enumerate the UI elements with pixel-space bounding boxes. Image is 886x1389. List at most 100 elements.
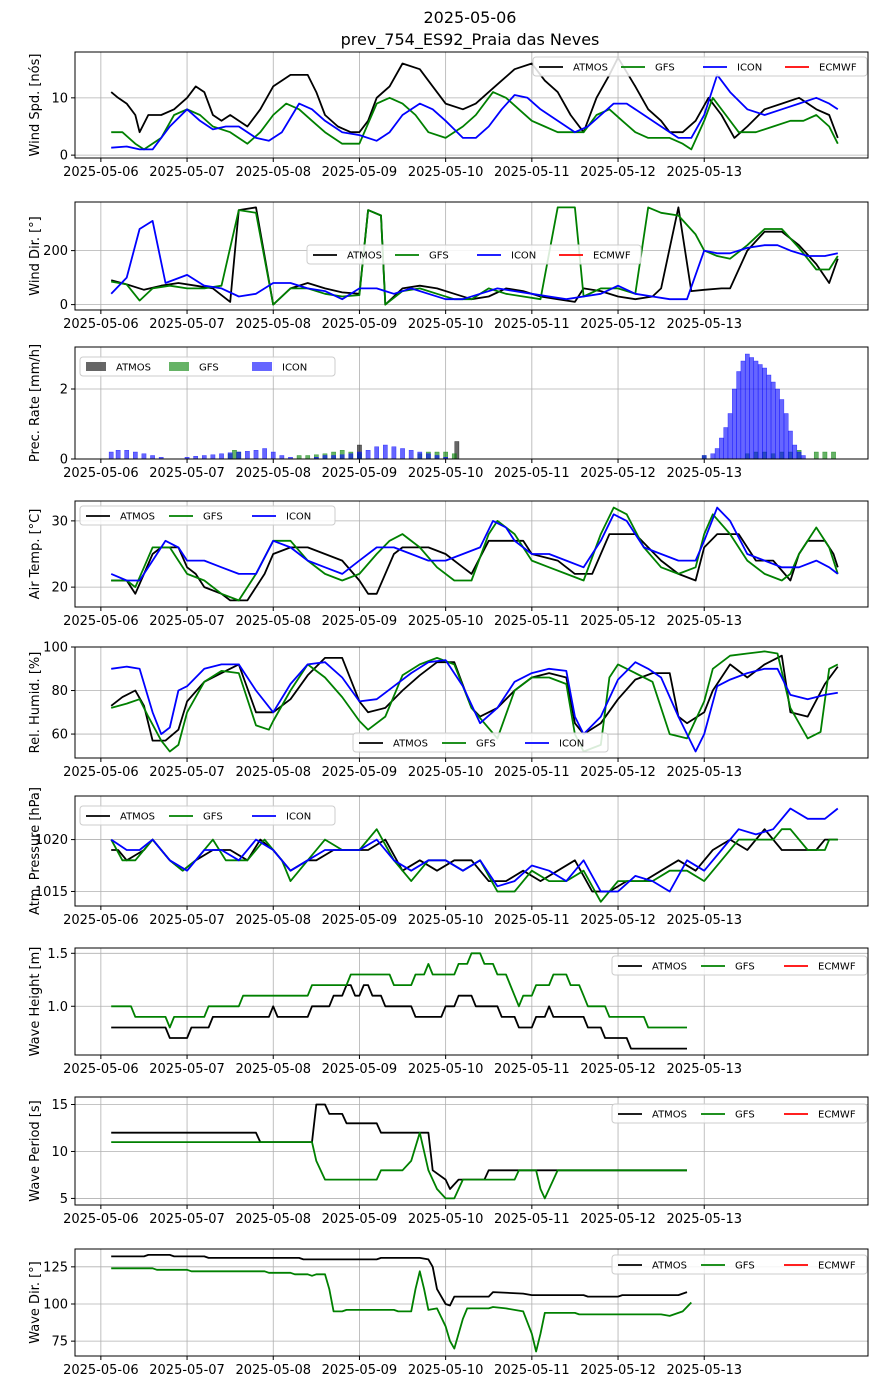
bar-icon [766,374,772,460]
legend-label-gfs: GFS [203,812,223,823]
x-tick-label: 2025-05-10 [408,913,484,928]
bar-icon [374,446,379,460]
panel-5: 2025-05-06 2025-05-07 2025-05-08 2025-05-09… [28,641,869,780]
x-tick-label: 2025-05-10 [408,765,484,780]
axes-frame [74,51,869,159]
legend-label-atmos: ATMOS [652,1110,687,1121]
bar-gfs [451,453,457,460]
y-axis-label: Atm. Pressure [hPa] [28,787,43,915]
x-tick-label: 2025-05-07 [149,466,225,481]
legend-label-gfs: GFS [476,739,496,750]
legend-label-gfs: GFS [735,962,755,973]
y-axis-label: Wind Dir. [°] [28,216,43,296]
legend-label-ecmwf: ECMWF [818,1261,856,1272]
x-tick-label: 2025-05-08 [235,1212,311,1227]
legend: ATMOS GFS ICON [352,732,609,753]
bar-icon [141,453,147,460]
legend-box [611,1103,868,1124]
x-tick-label: 2025-05-08 [235,317,311,332]
legend: ATMOS GFS ECMWF [611,955,868,976]
x-tick-label: 2025-05-06 [63,317,139,332]
bar-icon [757,364,763,460]
x-tick-label: 2025-05-12 [580,466,656,481]
axes-frame [74,795,869,907]
y-tick-label: 75 [51,1335,68,1350]
bar-icon [727,413,733,460]
x-tick-label: 2025-05-06 [63,913,139,928]
legend-label-atmos: ATMOS [652,1261,687,1272]
series-line-icon [110,506,839,582]
panel-3: 2025-05-06 2025-05-07 2025-05-08 2025-05-09… [28,344,869,481]
x-tick-label: 2025-05-12 [580,1363,656,1378]
x-tick-label: 2025-05-06 [63,466,139,481]
bar-icon [391,446,397,460]
x-tick-label: 2025-05-09 [322,1212,398,1227]
y-tick-label: 1.0 [47,1000,68,1015]
x-tick-label: 2025-05-09 [322,466,398,481]
y-tick-label: 0 [60,149,68,164]
y-tick-label: 10 [51,91,68,106]
bar-gfs [296,455,302,460]
bar-gfs [813,451,819,460]
legend-label-gfs: GFS [735,1110,755,1121]
bar-icon [434,455,440,460]
legend-label-ecmwf: ECMWF [818,1110,856,1121]
legend-label-atmos: ATMOS [347,251,382,262]
bar-icon [219,453,224,460]
bar-icon [115,450,121,460]
series-line-gfs [111,91,839,151]
series-line-atmos [111,1103,687,1190]
series-line-gfs [111,1131,687,1200]
y-tick-label: 100 [43,641,68,656]
y-tick-label: 125 [43,1260,68,1275]
x-tick-label: 2025-05-13 [666,466,742,481]
x-tick-label: 2025-05-13 [666,1212,742,1227]
x-tick-label: 2025-05-13 [666,1062,742,1077]
bar-icon [736,371,742,460]
y-tick-label: 0 [60,453,68,468]
x-tick-label: 2025-05-06 [63,165,139,180]
bar-gfs [831,451,836,460]
x-tick-label: 2025-05-09 [322,1062,398,1077]
legend-label-gfs: GFS [735,1261,755,1272]
y-axis-label: Wind Spd. [nós] [28,54,43,157]
x-tick-label: 2025-05-07 [149,913,225,928]
legend-label-icon: ICON [282,363,307,374]
x-tick-label: 2025-05-07 [149,614,225,629]
bar-icon [133,451,138,460]
y-axis-label: Rel. Humid. [%] [28,652,43,754]
legend: ATMOS GFS ICON [79,505,336,526]
bar-icon [357,451,362,460]
bar-icon [417,451,423,460]
series-line-gfs [110,650,839,753]
legend-label-atmos: ATMOS [652,962,687,973]
x-tick-label: 2025-05-09 [322,165,398,180]
panel-4: 2025-05-06 2025-05-07 2025-05-08 2025-05-09… [28,500,869,629]
legend-label-atmos: ATMOS [120,812,155,823]
bar-icon [745,353,750,460]
bar-icon [150,455,155,460]
y-axis-label: Air Temp. [°C] [28,509,43,600]
bar-icon [740,360,746,460]
x-tick-label: 2025-05-12 [580,765,656,780]
x-tick-label: 2025-05-12 [580,1062,656,1077]
y-tick-label: 80 [51,684,68,699]
bar-icon [714,448,720,460]
x-tick-label: 2025-05-08 [235,466,311,481]
bar-icon [762,367,767,460]
x-tick-label: 2025-05-06 [63,765,139,780]
bar-icon [279,455,285,460]
x-tick-label: 2025-05-10 [408,1363,484,1378]
legend: ATMOS GFS ICON [79,356,336,377]
x-tick-label: 2025-05-09 [322,913,398,928]
axes-frame [74,500,869,608]
bar-icon [732,388,737,460]
axes-frame [74,646,869,759]
bar-gfs [305,455,311,460]
series-line-icon [111,74,839,151]
x-tick-label: 2025-05-12 [580,913,656,928]
legend-label-atmos: ATMOS [573,63,608,74]
series-line-icon [111,659,838,753]
x-tick-label: 2025-05-09 [322,1363,398,1378]
